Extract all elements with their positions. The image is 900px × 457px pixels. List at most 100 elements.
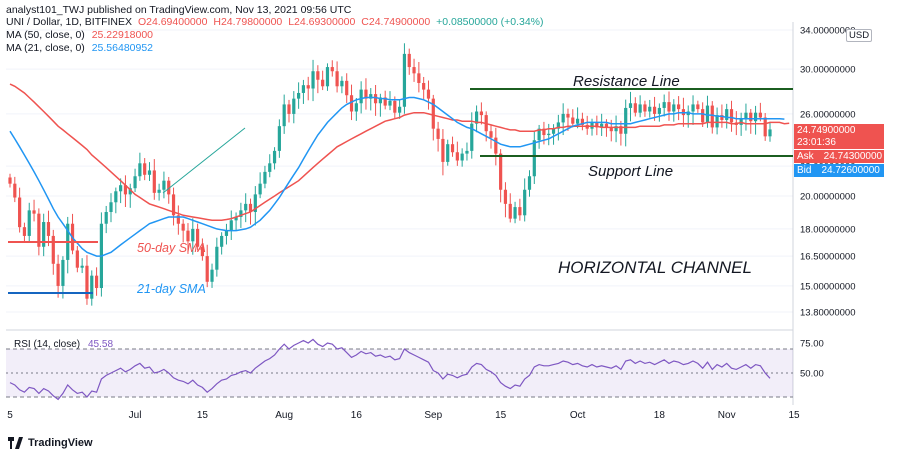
time-tick-label: 16 [351,410,363,421]
candle-body [503,189,508,204]
candle-body [114,191,118,203]
time-tick-label: 15 [197,410,209,421]
rsi-label: RSI (14, close) [14,339,80,350]
tradingview-logo[interactable]: TradingView [8,437,93,449]
time-tick-label: 15 [495,410,507,421]
candle-body [244,203,248,211]
candle-body [431,98,435,129]
candle-body [479,111,483,116]
candle-body [143,163,147,175]
sma21-label: 21-day SMA [136,282,206,296]
price-tick-label: 34.00000000 [800,26,855,37]
candle-body [398,106,402,113]
candle-body [691,104,695,112]
last-price-box: 24.74900000 [794,124,884,137]
channel-label: HORIZONTAL CHANNEL [558,258,752,277]
candle-body [542,128,546,136]
candle-body [37,213,41,247]
candle-body [652,106,657,114]
candle-body [393,100,397,113]
candle-body [253,194,257,212]
ask-value: 24.74300000 [823,151,883,162]
candle-body [258,183,262,195]
candle-body [725,109,729,120]
candle-body [633,103,637,113]
candle-body [330,67,334,72]
ohlc-open: O24.69400000 [137,16,208,28]
candle-body [672,104,676,112]
candle-body [325,67,330,87]
candle-body [455,152,459,161]
candle-body [27,210,31,236]
candle-body [340,80,344,87]
candle-body [200,246,205,257]
time-tick-label: Sep [424,410,442,421]
candle-body [604,123,609,128]
ma21-legend: MA (21, close, 0) 25.56480952 [6,42,544,55]
ohlc-low: L24.69300000 [288,16,356,28]
candle-body [123,185,128,195]
candle-body [56,263,60,286]
candle-body [248,203,253,212]
candle-body [460,153,464,161]
candle-body [561,113,565,123]
trend-line [162,127,246,194]
candle-body [677,104,681,110]
bid-value: 24.72600000 [821,165,880,176]
candle-body [744,112,748,119]
price-tick-label: 16.50000000 [800,252,855,263]
time-tick-label: Aug [275,410,293,421]
candle-body [383,97,387,106]
candle-body [422,82,426,90]
candle-body [556,122,560,129]
candle-body [94,275,99,289]
candle-body [643,104,647,112]
ask-tag: Ask [797,151,814,162]
candle-body [417,73,421,83]
candle-body [720,115,724,120]
candle-body [359,89,363,104]
candle-body [42,222,46,247]
currency-badge[interactable]: USD [846,29,873,42]
candle-body [580,118,585,125]
candle-body [119,185,123,192]
candle-body [628,103,633,108]
candle-body [527,176,532,190]
candle-body [239,210,243,217]
symbol-line: UNI / Dollar, 1D, BITFINEX O24.69400000 … [6,16,544,29]
candle-body [575,118,580,124]
candle-body [268,163,272,172]
candle-body [749,112,753,122]
time-tick-label: Jul [129,410,142,421]
candle-body [354,103,358,112]
candle-body [532,140,536,177]
candle-body [657,107,661,114]
candle-body [234,216,238,221]
ohlc-high: H24.79800000 [213,16,283,28]
time-axis[interactable]: 5 Jul 15 Aug 16 Sep 15 Oct 18 Nov 15 [7,410,800,421]
rsi-value: 45.58 [88,339,113,350]
candle-body [287,104,291,114]
candle-body [489,131,493,138]
candle-body [349,95,354,112]
time-tick-label: 5 [7,410,13,421]
price-tick-label: 13.80000000 [800,308,855,319]
ma50-label: MA (50, close, 0) [6,29,85,41]
candle-body [474,111,479,124]
candle-body [465,150,469,154]
candle-body [90,275,94,299]
time-tick-label: Nov [718,410,736,421]
candle-body [215,246,219,270]
candle-body [171,194,176,216]
candle-body [768,129,772,137]
candle-body [104,211,108,224]
candle-body [205,256,209,282]
candle-body [494,137,498,154]
candle-body [619,126,623,134]
candle-body [638,104,642,113]
candle-body [450,144,455,153]
candle-body [85,265,89,299]
candle-body [133,176,137,189]
candle-body [181,223,185,231]
